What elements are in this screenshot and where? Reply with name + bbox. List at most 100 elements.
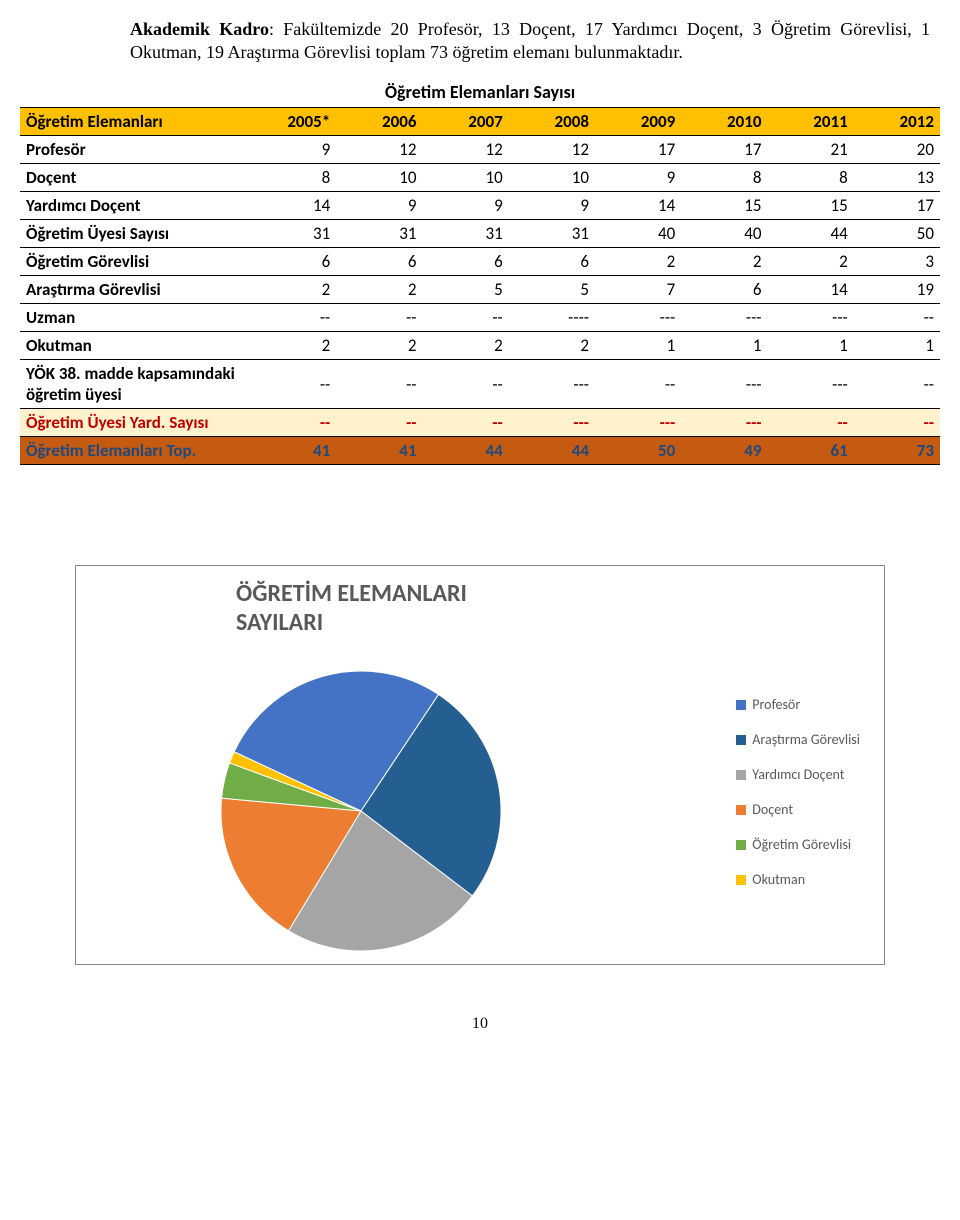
- table-cell: 2: [336, 332, 422, 360]
- table-row: Öğretim Elemanları Top.4141444450496173: [20, 437, 940, 465]
- chart-legend: Profesör Araştırma Görevlisi Yardımcı Doçe…: [736, 696, 860, 906]
- table-cell: --: [423, 304, 509, 332]
- table-cell: 8: [681, 164, 767, 192]
- table-cell: 44: [768, 220, 854, 248]
- table-cell: 1: [854, 332, 940, 360]
- row-label: Öğretim Görevlisi: [20, 248, 250, 276]
- legend-label: Öğretim Görevlisi: [752, 836, 851, 853]
- row-label: Araştırma Görevlisi: [20, 276, 250, 304]
- table-row: YÖK 38. madde kapsamındaki öğretim üyesi…: [20, 360, 940, 409]
- row-label: YÖK 38. madde kapsamındaki öğretim üyesi: [20, 360, 250, 409]
- row-label: Öğretim Elemanları Top.: [20, 437, 250, 465]
- table-cell: 6: [423, 248, 509, 276]
- table-cell: 41: [250, 437, 336, 465]
- page-number: 10: [20, 1015, 940, 1033]
- table-cell: 2: [768, 248, 854, 276]
- table-cell: 50: [595, 437, 681, 465]
- table-cell: --: [854, 409, 940, 437]
- intro-paragraph: Akademik Kadro: Fakültemizde 20 Profesör…: [130, 18, 930, 63]
- table-row: Araştırma Görevlisi2255761419: [20, 276, 940, 304]
- table-cell: ---: [595, 304, 681, 332]
- table-cell: 9: [595, 164, 681, 192]
- table-cell: 2: [681, 248, 767, 276]
- table-row: Doçent810101098813: [20, 164, 940, 192]
- table-cell: 40: [681, 220, 767, 248]
- legend-swatch: [736, 770, 746, 780]
- table-cell: ----: [509, 304, 595, 332]
- row-label: Uzman: [20, 304, 250, 332]
- table-cell: 5: [509, 276, 595, 304]
- table-cell: 8: [250, 164, 336, 192]
- table-cell: 2: [336, 276, 422, 304]
- legend-item: Yardımcı Doçent: [736, 766, 860, 783]
- table-row: Profesör912121217172120: [20, 136, 940, 164]
- table-cell: --: [423, 360, 509, 409]
- table-header-year: 2010: [681, 108, 767, 136]
- table-cell: ---: [595, 409, 681, 437]
- table-cell: 6: [250, 248, 336, 276]
- table-row: Öğretim Görevlisi66662223: [20, 248, 940, 276]
- table-cell: 12: [423, 136, 509, 164]
- page-root: Akademik Kadro: Fakültemizde 20 Profesör…: [0, 0, 960, 1063]
- table-header-year: 2006: [336, 108, 422, 136]
- row-label: Profesör: [20, 136, 250, 164]
- table-cell: 49: [681, 437, 767, 465]
- table-cell: 17: [854, 192, 940, 220]
- table-cell: 44: [423, 437, 509, 465]
- table-header-year: 2008: [509, 108, 595, 136]
- table-cell: --: [250, 409, 336, 437]
- legend-label: Araştırma Görevlisi: [752, 731, 860, 748]
- table-cell: 10: [336, 164, 422, 192]
- row-label: Doçent: [20, 164, 250, 192]
- table-cell: 1: [768, 332, 854, 360]
- table-cell: 31: [250, 220, 336, 248]
- table-body: Profesör912121217172120Doçent81010109881…: [20, 136, 940, 465]
- table-cell: 2: [595, 248, 681, 276]
- table-header-label: Öğretim Elemanları: [20, 108, 250, 136]
- pie-holder: [216, 666, 506, 961]
- table-row: Öğretim Üyesi Yard. Sayısı--------------…: [20, 409, 940, 437]
- table-cell: --: [423, 409, 509, 437]
- table-cell: --: [250, 304, 336, 332]
- table-cell: 17: [681, 136, 767, 164]
- table-header-year: 2011: [768, 108, 854, 136]
- row-label: Yardımcı Doçent: [20, 192, 250, 220]
- table-cell: ---: [509, 360, 595, 409]
- chart-title-line2: SAYILARI: [236, 608, 323, 637]
- table-cell: 8: [768, 164, 854, 192]
- legend-label: Doçent: [752, 801, 793, 818]
- table-cell: --: [854, 304, 940, 332]
- table-cell: 15: [768, 192, 854, 220]
- table-cell: 61: [768, 437, 854, 465]
- table-header-row: Öğretim Elemanları2005*20062007200820092…: [20, 108, 940, 136]
- row-label: Okutman: [20, 332, 250, 360]
- table-cell: 20: [854, 136, 940, 164]
- table-cell: 31: [423, 220, 509, 248]
- pie-chart-container: ÖĞRETİM ELEMANLARI SAYILARI Profesör Araş…: [75, 565, 885, 965]
- table-cell: ---: [768, 304, 854, 332]
- table-cell: 14: [768, 276, 854, 304]
- table-cell: 6: [509, 248, 595, 276]
- table-cell: 2: [509, 332, 595, 360]
- table-cell: 7: [595, 276, 681, 304]
- legend-swatch: [736, 840, 746, 850]
- table-cell: --: [854, 360, 940, 409]
- table-title: Öğretim Elemanları Sayısı: [20, 81, 940, 103]
- legend-swatch: [736, 875, 746, 885]
- table-cell: 10: [423, 164, 509, 192]
- table-cell: --: [336, 360, 422, 409]
- table-cell: 44: [509, 437, 595, 465]
- table-cell: --: [336, 304, 422, 332]
- legend-item: Profesör: [736, 696, 860, 713]
- table-cell: 15: [681, 192, 767, 220]
- table-cell: ---: [681, 360, 767, 409]
- table-cell: 9: [509, 192, 595, 220]
- row-label: Öğretim Üyesi Sayısı: [20, 220, 250, 248]
- table-cell: 12: [509, 136, 595, 164]
- chart-title-line1: ÖĞRETİM ELEMANLARI: [236, 579, 467, 608]
- table-cell: 2: [250, 332, 336, 360]
- table-cell: ---: [681, 304, 767, 332]
- table-cell: --: [336, 409, 422, 437]
- table-cell: 19: [854, 276, 940, 304]
- data-table: Öğretim Elemanları2005*20062007200820092…: [20, 107, 940, 465]
